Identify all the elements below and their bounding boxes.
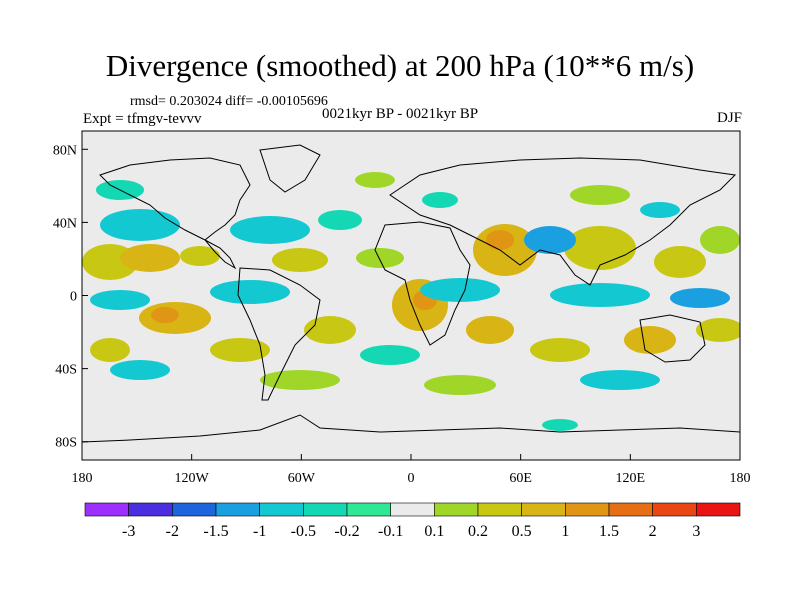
field-blob: [570, 185, 630, 205]
lon-tick-label: 120W: [175, 471, 210, 486]
coastline: [99, 157, 251, 270]
lat-tick-label: 40S: [55, 363, 77, 378]
colorbar-label: 1: [561, 523, 569, 540]
lat-tick-label: 0: [70, 290, 77, 305]
plot-title: Divergence (smoothed) at 200 hPa (10**6 …: [105, 48, 695, 83]
field-blob: [210, 280, 290, 304]
field-blob: [654, 246, 706, 278]
lon-tick-label: 180: [72, 471, 93, 486]
lon-tick-label: 120E: [616, 471, 646, 486]
field-blob: [120, 244, 180, 272]
lon-tick-label: 60E: [509, 471, 532, 486]
colorbar-swatch: [696, 502, 741, 517]
period-label: 0021kyr BP - 0021kyr BP: [322, 106, 479, 122]
colorbar-label: 0.5: [512, 523, 532, 540]
field-blob: [524, 226, 576, 254]
field-blob: [272, 248, 328, 272]
field-blob: [700, 226, 740, 254]
lon-tick-label: 180: [730, 471, 751, 486]
stats-text: rmsd= 0.203024 diff= -0.00105696: [130, 94, 328, 109]
field-blob: [466, 316, 514, 344]
field-blob: [90, 290, 150, 310]
coastlines: [82, 144, 740, 443]
experiment-label: Expt = tfmgv-tevvv: [83, 111, 202, 127]
field-blob: [624, 326, 676, 354]
field-blob: [100, 209, 180, 241]
colorbar-label: 2: [649, 523, 657, 540]
coastline: [374, 221, 471, 346]
colorbar-label: -3: [122, 523, 135, 540]
field-blob: [640, 202, 680, 218]
colorbar-swatch: [128, 502, 173, 517]
colorbar-label: -0.5: [291, 523, 316, 540]
colorbar-label: -2: [166, 523, 179, 540]
colorbar-label: -0.2: [334, 523, 359, 540]
lon-tick-label: 60W: [288, 471, 316, 486]
field-blob: [318, 210, 362, 230]
field-blob: [360, 345, 420, 365]
lon-tick-label: 0: [408, 471, 415, 486]
field-blob: [355, 172, 395, 188]
colorbar-swatch: [172, 502, 217, 517]
colorbar-swatch: [477, 502, 522, 517]
field-blob: [420, 278, 500, 302]
colorbar-swatch: [303, 502, 348, 517]
field-blob: [90, 338, 130, 362]
field-blob: [542, 419, 578, 431]
latitude-axis: 80N 40N 0 40S 80S: [53, 143, 88, 451]
field-blob: [580, 370, 660, 390]
longitude-axis: 180 120W 60W 0 60E 120E 180: [72, 454, 751, 486]
field-blob: [550, 283, 650, 307]
colorbar-swatch: [521, 502, 566, 517]
colorbar-label: -1.5: [203, 523, 228, 540]
field-blob: [110, 360, 170, 380]
field-blob: [530, 338, 590, 362]
field-blob: [696, 318, 740, 342]
lat-tick-label: 40N: [53, 216, 77, 231]
coastline: [389, 157, 737, 286]
colorbar-label: -0.1: [378, 523, 403, 540]
colorbar-swatch: [215, 502, 260, 517]
field-blob: [210, 338, 270, 362]
colorbar-label: 0.2: [468, 523, 488, 540]
colorbar-swatch: [608, 502, 653, 517]
field-blob: [304, 316, 356, 344]
lat-tick-label: 80S: [55, 436, 77, 451]
colorbar-swatch: [259, 502, 304, 517]
field-blob: [564, 226, 636, 270]
field-blob: [486, 230, 514, 250]
colorbar-swatch: [652, 502, 697, 517]
field-blob: [422, 192, 458, 208]
field-blob: [356, 248, 404, 268]
season-label: DJF: [716, 110, 742, 126]
field-blob: [260, 370, 340, 390]
colorbar-label: 3: [692, 523, 700, 540]
field-blob: [230, 216, 310, 244]
colorbar-label: 0.1: [424, 523, 444, 540]
colorbar: -3 -2 -1.5 -1 -0.5 -0.2 -0.1 0.1 0.2 0.5 1 1.5 2 3: [84, 502, 741, 540]
colorbar-swatch: [434, 502, 479, 517]
colorbar-label: -1: [253, 523, 266, 540]
colorbar-swatch: [565, 502, 610, 517]
coastline: [639, 314, 706, 363]
coastline: [237, 267, 321, 401]
field-blob: [180, 246, 220, 266]
colorbar-swatch: [84, 502, 129, 517]
colorbar-swatch: [390, 502, 435, 517]
coastline: [259, 144, 321, 193]
field-blob: [151, 307, 179, 323]
field-blob: [670, 288, 730, 308]
lat-tick-label: 80N: [53, 143, 77, 158]
field-blob: [424, 375, 496, 395]
coastline: [82, 414, 740, 443]
colorbar-label: 1.5: [599, 523, 619, 540]
colorbar-swatch: [346, 502, 391, 517]
